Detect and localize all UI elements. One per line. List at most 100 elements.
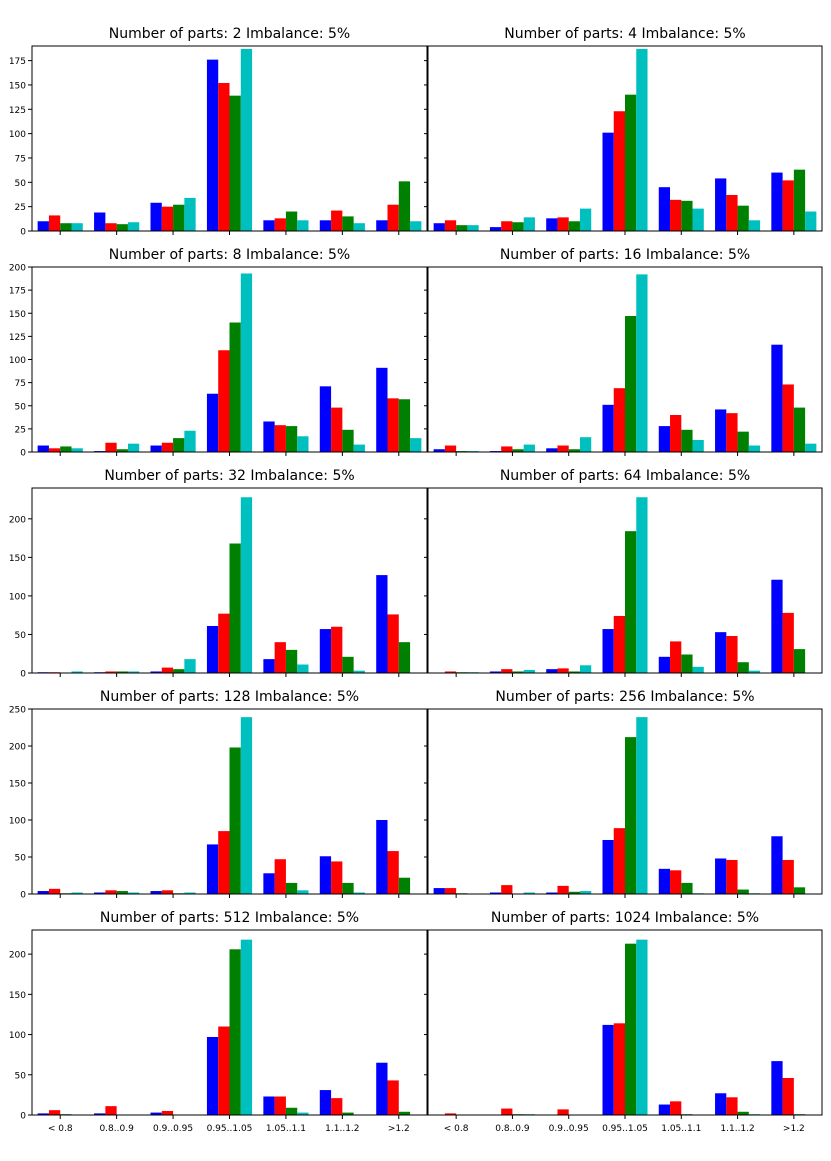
y-tick-label: 250 — [9, 706, 26, 716]
bar — [636, 939, 648, 1115]
chart-title: Number of parts: 16 Imbalance: 5% — [500, 247, 750, 263]
x-tick-label: 1.1..1.2 — [325, 1124, 359, 1134]
bar — [557, 445, 569, 452]
bar — [173, 204, 185, 231]
x-tick-label: 0.95..1.05 — [602, 1124, 648, 1134]
bar — [771, 1061, 783, 1115]
bar — [579, 208, 592, 231]
bar — [636, 274, 648, 452]
bar — [602, 629, 614, 673]
x-tick-label: < 0.8 — [48, 1124, 73, 1134]
bar — [546, 892, 558, 894]
bar — [557, 1109, 569, 1115]
bar — [737, 431, 749, 452]
bar — [71, 671, 83, 673]
y-tick-label: 75 — [15, 154, 26, 164]
bar — [658, 426, 671, 452]
bar — [692, 439, 704, 452]
bar — [48, 1110, 61, 1115]
bar — [161, 206, 174, 231]
chart-title: Number of parts: 1024 Imbalance: 5% — [491, 910, 759, 926]
bar — [546, 448, 558, 452]
bar — [771, 579, 783, 673]
bar — [60, 223, 72, 231]
bar — [353, 670, 365, 673]
bar — [206, 393, 219, 452]
bar — [670, 641, 682, 673]
bar — [444, 671, 457, 673]
bar — [726, 859, 738, 894]
bar — [218, 831, 230, 894]
bar — [353, 223, 365, 231]
bar — [206, 625, 219, 673]
bar — [37, 221, 49, 231]
bar — [398, 399, 411, 452]
y-tick-label: 150 — [9, 991, 26, 1001]
bar — [433, 888, 445, 894]
bar — [489, 892, 502, 894]
bar — [206, 59, 219, 231]
bar — [150, 445, 162, 452]
bar — [523, 669, 535, 673]
bar — [319, 220, 332, 231]
bar — [681, 654, 693, 673]
bar — [331, 626, 343, 673]
bar — [331, 407, 343, 452]
chart-panel-3: Number of parts: 8 Imbalance: 5% 0 25 50 75 1… — [9, 247, 428, 459]
bar — [602, 1024, 614, 1115]
bar — [105, 1106, 117, 1115]
chart-panel-4: Number of parts: 16 Imbalance: 5% — [424, 247, 823, 456]
y-tick-label: 200 — [9, 951, 26, 961]
bar — [274, 425, 286, 452]
bar — [387, 398, 399, 452]
bar — [94, 212, 106, 231]
bar — [613, 388, 625, 452]
bar — [501, 669, 513, 673]
bar — [263, 1096, 275, 1115]
bar — [116, 671, 128, 673]
y-tick-label: 175 — [9, 57, 26, 67]
bar — [512, 222, 524, 231]
bar — [116, 891, 128, 894]
y-tick-label: 100 — [9, 817, 26, 827]
bar — [353, 444, 365, 452]
bar — [353, 892, 365, 894]
bar — [150, 1112, 162, 1115]
bar — [274, 1096, 286, 1115]
bar — [433, 223, 445, 231]
bar — [297, 890, 309, 894]
bar — [376, 575, 388, 673]
bar — [263, 873, 275, 894]
chart-panel-8: Number of parts: 256 Imbalance: 5% — [424, 689, 823, 898]
bar — [331, 210, 343, 231]
chart-title: Number of parts: 32 Imbalance: 5% — [104, 468, 354, 484]
bar — [737, 205, 749, 231]
y-tick-label: 50 — [15, 854, 27, 864]
chart-panel-1: Number of parts: 2 Imbalance: 5% 0 25 50 75 1… — [9, 26, 428, 238]
bar — [501, 221, 513, 231]
y-tick-label: 50 — [15, 1071, 27, 1081]
x-tick-label: >1.2 — [783, 1124, 805, 1134]
bar — [398, 1111, 411, 1115]
x-tick-label: 1.05..1.1 — [661, 1124, 701, 1134]
chart-panel-5: Number of parts: 32 Imbalance: 5% 0 50 100 1… — [9, 468, 428, 680]
bar — [602, 839, 614, 894]
chart-title: Number of parts: 8 Imbalance: 5% — [109, 247, 350, 263]
bar — [748, 670, 761, 673]
y-tick-label: 150 — [9, 81, 26, 91]
y-tick-label: 0 — [20, 1112, 26, 1122]
bar — [715, 409, 727, 452]
bar — [737, 889, 749, 894]
bar — [557, 668, 569, 674]
bar — [658, 868, 671, 894]
bar — [218, 1026, 230, 1115]
bar — [229, 747, 241, 894]
bar — [726, 636, 738, 673]
bar — [150, 202, 162, 231]
bar — [48, 215, 61, 231]
y-tick-label: 200 — [9, 264, 26, 274]
bar — [37, 445, 49, 452]
y-tick-label: 50 — [15, 631, 27, 641]
bar — [433, 449, 445, 452]
